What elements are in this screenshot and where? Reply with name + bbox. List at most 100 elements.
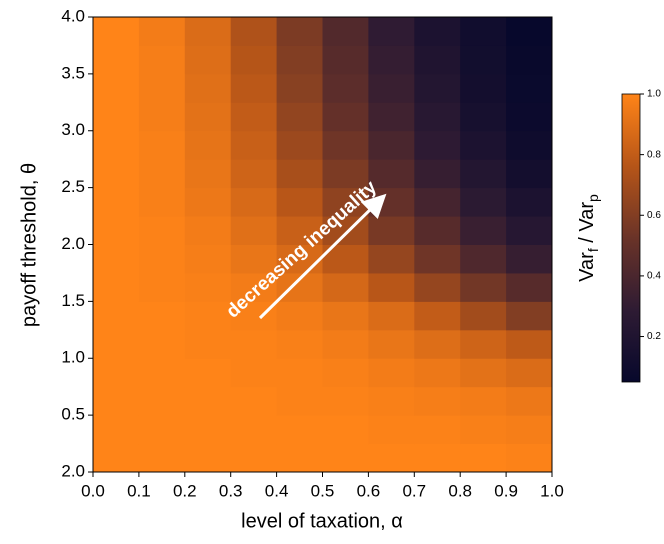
heatmap-cell bbox=[184, 329, 232, 359]
heatmap-cell bbox=[368, 17, 415, 46]
heatmap-cell bbox=[506, 17, 553, 46]
heatmap-cell bbox=[322, 45, 369, 75]
heatmap-cell bbox=[138, 301, 186, 331]
heatmap-cell bbox=[276, 130, 323, 160]
heatmap-cell bbox=[230, 102, 278, 132]
heatmap-cell bbox=[322, 272, 369, 302]
heatmap-cell bbox=[184, 159, 232, 189]
heatmap-cell bbox=[322, 301, 369, 331]
heatmap-cell bbox=[93, 443, 140, 473]
heatmap-cell bbox=[138, 272, 186, 302]
heatmap-cell bbox=[368, 45, 415, 75]
heatmap-cell bbox=[506, 358, 553, 388]
y-tick-label: 2.0 bbox=[61, 461, 85, 480]
heatmap-cell bbox=[322, 386, 369, 416]
heatmap-cell bbox=[460, 443, 507, 473]
heatmap-cell bbox=[460, 272, 507, 302]
heatmap-cell bbox=[138, 443, 186, 473]
heatmap-cell bbox=[93, 17, 140, 46]
heatmap-cell bbox=[93, 415, 140, 445]
heatmap-cell bbox=[414, 216, 461, 245]
heatmap-cell bbox=[506, 244, 553, 274]
heatmap-cell bbox=[276, 358, 323, 388]
heatmap-cell bbox=[230, 415, 278, 445]
heatmap-cell bbox=[414, 244, 461, 274]
x-tick-label: 0.3 bbox=[219, 481, 243, 500]
heatmap-cell bbox=[460, 386, 507, 416]
heatmap-cell bbox=[276, 415, 323, 445]
heatmap-cell bbox=[414, 272, 461, 302]
y-tick-label: 2.5 bbox=[61, 177, 85, 196]
heatmap-cell bbox=[138, 329, 186, 359]
heatmap-cell bbox=[414, 415, 461, 445]
heatmap-cell bbox=[276, 17, 323, 46]
heatmap-cell bbox=[230, 73, 278, 103]
heatmap-cell bbox=[184, 187, 232, 217]
x-axis-label: level of taxation, α bbox=[241, 510, 403, 532]
heatmap-cell bbox=[138, 73, 186, 103]
heatmap-cell bbox=[276, 102, 323, 132]
heatmap-cell bbox=[322, 102, 369, 132]
colorbar-tick-label: 0.8 bbox=[647, 149, 661, 160]
x-tick-label: 0.0 bbox=[81, 481, 105, 500]
heatmap-cell bbox=[138, 130, 186, 160]
colorbar-tick-label: 0.4 bbox=[647, 271, 661, 282]
heatmap-cell bbox=[460, 244, 507, 274]
heatmap-cell bbox=[506, 329, 553, 359]
y-tick-label: 4.0 bbox=[61, 6, 85, 25]
heatmap-cell bbox=[460, 358, 507, 388]
heatmap-cell bbox=[138, 17, 186, 46]
colorbar-tick-label: 1.0 bbox=[647, 89, 661, 100]
heatmap-cell bbox=[368, 386, 415, 416]
heatmap-cell bbox=[506, 272, 553, 302]
heatmap-cell bbox=[93, 358, 140, 388]
heatmap-cell bbox=[276, 386, 323, 416]
heatmap-cell bbox=[138, 102, 186, 132]
heatmap-cell bbox=[184, 244, 232, 274]
heatmap-cell bbox=[93, 329, 140, 359]
heatmap-cell bbox=[414, 45, 461, 75]
heatmap-cell bbox=[506, 415, 553, 445]
y-axis-label: payoff threshold, θ bbox=[18, 163, 40, 327]
heatmap-cell bbox=[93, 187, 140, 217]
heatmap-cell bbox=[276, 443, 323, 473]
heatmap-cell bbox=[230, 45, 278, 75]
heatmap-cell bbox=[276, 244, 323, 274]
colorbar-tick-label: 0.6 bbox=[647, 210, 661, 221]
heatmap-cell bbox=[506, 45, 553, 75]
heatmap-cell bbox=[506, 159, 553, 189]
colorbar-label: Varf / Varp bbox=[576, 194, 600, 282]
heatmap-cell bbox=[506, 301, 553, 331]
heatmap-cell bbox=[230, 17, 278, 46]
heatmap-cell bbox=[322, 415, 369, 445]
heatmap-cell bbox=[138, 244, 186, 274]
heatmap-cell bbox=[276, 187, 323, 217]
heatmap-cell bbox=[460, 216, 507, 245]
heatmap-cell bbox=[138, 187, 186, 217]
heatmap-cell bbox=[230, 244, 278, 274]
x-tick-label: 0.7 bbox=[402, 481, 426, 500]
heatmap-cell bbox=[414, 443, 461, 473]
heatmap-cell bbox=[506, 443, 553, 473]
heatmap-cell bbox=[230, 216, 278, 245]
heatmap-cell bbox=[93, 301, 140, 331]
heatmap-cell bbox=[460, 415, 507, 445]
heatmap-cell bbox=[276, 329, 323, 359]
heatmap-cell bbox=[184, 415, 232, 445]
heatmap-cell bbox=[93, 130, 140, 160]
heatmap-cell bbox=[460, 301, 507, 331]
heatmap-cell bbox=[368, 443, 415, 473]
heatmap-cell bbox=[414, 187, 461, 217]
x-tick-label: 0.4 bbox=[265, 481, 289, 500]
arrow bbox=[258, 193, 387, 320]
heatmap-cell bbox=[414, 159, 461, 189]
heatmap-cell bbox=[460, 45, 507, 75]
heatmap-cell bbox=[506, 216, 553, 245]
heatmap-cell bbox=[368, 244, 415, 274]
heatmap-cell bbox=[230, 386, 278, 416]
heatmap-cell bbox=[138, 45, 186, 75]
heatmap-cell bbox=[460, 187, 507, 217]
heatmap-cell bbox=[230, 329, 278, 359]
heatmap-cell bbox=[93, 244, 140, 274]
heatmap-cell bbox=[368, 301, 415, 331]
